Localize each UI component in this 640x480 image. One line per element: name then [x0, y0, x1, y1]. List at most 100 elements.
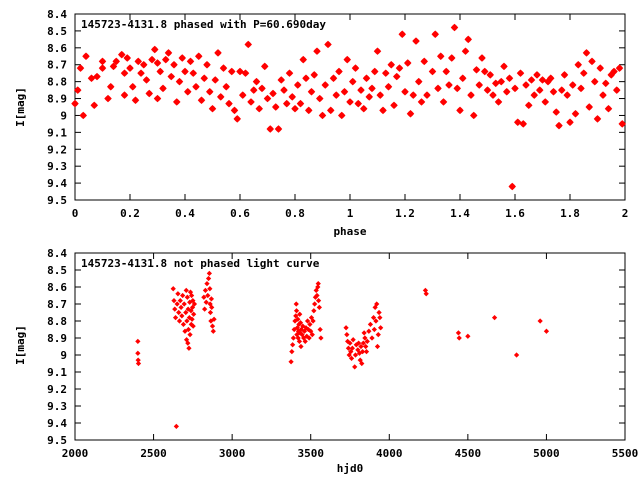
- data-point: [327, 106, 335, 115]
- data-point: [338, 111, 346, 120]
- data-point: [362, 74, 371, 82]
- unphased-light-curve-panel: 2000 2500 3000 3500 4000 4500 5000 5500 8.4 8.5 8.…: [14, 247, 638, 475]
- data-point: [500, 62, 508, 71]
- data-point: [203, 60, 211, 69]
- plot-frame: [74, 252, 626, 441]
- x-tick-label: 0.4: [175, 207, 195, 220]
- data-point: [189, 316, 195, 322]
- data-point: [455, 330, 462, 336]
- data-point: [239, 91, 247, 99]
- data-point: [314, 292, 320, 299]
- data-point: [552, 108, 560, 116]
- data-point: [207, 309, 214, 316]
- data-point: [382, 69, 390, 77]
- data-point: [269, 89, 277, 98]
- data-point: [258, 84, 266, 93]
- data-point: [252, 77, 261, 86]
- data-point: [185, 340, 191, 346]
- data-point: [541, 98, 549, 106]
- data-point: [486, 71, 494, 79]
- data-point: [291, 104, 299, 113]
- y-tick-label: 8.8: [47, 315, 67, 328]
- data-point: [293, 313, 299, 319]
- data-point: [190, 297, 196, 304]
- x-tick-label: 1.8: [560, 207, 580, 220]
- data-point: [189, 304, 196, 311]
- y-tick-label: 9: [60, 349, 67, 362]
- data-point: [543, 328, 550, 334]
- data-point: [228, 67, 236, 76]
- data-point: [153, 59, 162, 67]
- y-tick-label: 9.2: [47, 383, 67, 396]
- data-point: [456, 335, 462, 341]
- data-point: [112, 57, 120, 66]
- data-point: [362, 335, 368, 341]
- data-point: [369, 335, 375, 341]
- data-point: [74, 86, 82, 94]
- data-point: [296, 338, 303, 345]
- data-point: [178, 304, 184, 311]
- data-point: [610, 67, 618, 76]
- data-point: [317, 326, 323, 333]
- data-point: [345, 345, 352, 351]
- data-point: [304, 318, 311, 324]
- data-point: [503, 88, 511, 96]
- data-point: [308, 314, 315, 321]
- data-point: [307, 321, 313, 328]
- data-point: [372, 304, 378, 311]
- data-point: [461, 47, 470, 55]
- data-point: [307, 88, 316, 96]
- data-point: [321, 81, 329, 89]
- data-point: [183, 287, 189, 294]
- data-point: [289, 348, 295, 355]
- data-point: [312, 301, 318, 307]
- y-tick-label: 8.4: [47, 247, 67, 260]
- data-point: [195, 52, 203, 61]
- data-point: [377, 314, 383, 321]
- data-point: [489, 91, 497, 99]
- data-point: [348, 355, 355, 362]
- data-point: [514, 118, 522, 126]
- data-point: [475, 81, 483, 89]
- data-point: [187, 331, 193, 338]
- data-point: [569, 81, 577, 89]
- data-point: [375, 331, 381, 338]
- data-point: [315, 280, 321, 287]
- data-point: [197, 96, 206, 104]
- data-point: [318, 111, 327, 120]
- data-point: [513, 352, 520, 358]
- data-point: [442, 67, 450, 76]
- data-point: [209, 323, 216, 329]
- y-tick-label: 9.2: [47, 143, 67, 156]
- x-tick-label: 1.4: [450, 207, 470, 220]
- x-axis-title: hjd0: [337, 462, 364, 475]
- data-point: [453, 84, 461, 93]
- data-point: [346, 98, 354, 106]
- data-point: [283, 99, 291, 108]
- x-tick-label: 3500: [297, 447, 324, 460]
- data-point: [123, 54, 131, 62]
- data-point: [184, 294, 190, 300]
- data-point: [186, 345, 192, 351]
- data-point: [171, 297, 177, 304]
- data-point: [360, 340, 366, 346]
- data-point: [599, 91, 607, 99]
- data-point: [192, 82, 200, 91]
- data-point: [183, 309, 189, 316]
- data-point: [247, 98, 255, 106]
- data-point: [618, 120, 626, 128]
- data-point: [191, 311, 197, 317]
- data-point: [98, 64, 107, 72]
- data-point: [335, 67, 343, 76]
- x-tick-label: 1.6: [505, 207, 525, 220]
- data-point: [434, 84, 442, 93]
- data-point: [420, 57, 428, 66]
- data-point: [200, 74, 208, 82]
- data-point: [291, 326, 297, 333]
- data-point: [104, 94, 112, 103]
- data-point: [390, 101, 398, 110]
- y-tick-label: 8.5: [47, 25, 67, 38]
- y-tick-label: 9.3: [47, 160, 67, 173]
- data-point: [201, 294, 207, 300]
- data-point: [494, 98, 503, 106]
